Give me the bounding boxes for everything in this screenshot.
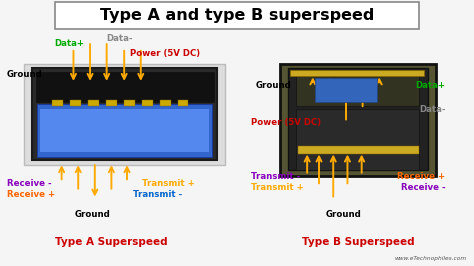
- Text: Ground: Ground: [326, 210, 362, 219]
- Bar: [142, 100, 153, 106]
- FancyBboxPatch shape: [315, 78, 377, 102]
- FancyBboxPatch shape: [24, 64, 225, 165]
- FancyBboxPatch shape: [37, 104, 212, 157]
- Text: Data-: Data-: [107, 34, 133, 43]
- Text: www.eTechnophiles.com: www.eTechnophiles.com: [395, 256, 467, 261]
- Text: Type A and type B superspeed: Type A and type B superspeed: [100, 8, 374, 23]
- FancyBboxPatch shape: [55, 2, 419, 29]
- FancyBboxPatch shape: [36, 72, 214, 102]
- Bar: [178, 100, 188, 106]
- Text: Ground: Ground: [7, 70, 43, 79]
- Text: Type A Superspeed: Type A Superspeed: [55, 237, 168, 247]
- Bar: [124, 100, 135, 106]
- Text: Transmit -: Transmit -: [133, 190, 182, 199]
- FancyBboxPatch shape: [32, 68, 217, 160]
- Bar: [52, 100, 63, 106]
- Text: Transmit -: Transmit -: [251, 172, 301, 181]
- FancyBboxPatch shape: [296, 109, 419, 170]
- Text: Data+: Data+: [416, 81, 446, 90]
- Text: Transmit +: Transmit +: [251, 183, 304, 192]
- Text: Receive +: Receive +: [7, 190, 55, 199]
- FancyBboxPatch shape: [288, 68, 428, 170]
- FancyBboxPatch shape: [40, 109, 209, 152]
- Text: Power (5V DC): Power (5V DC): [251, 118, 321, 127]
- Text: Ground: Ground: [256, 81, 292, 90]
- Bar: [88, 100, 99, 106]
- Text: Power (5V DC): Power (5V DC): [130, 49, 201, 58]
- Bar: [106, 100, 117, 106]
- Bar: [70, 100, 81, 106]
- FancyBboxPatch shape: [290, 70, 424, 76]
- Text: Receive -: Receive -: [401, 183, 446, 192]
- FancyBboxPatch shape: [280, 64, 436, 176]
- Text: Ground: Ground: [74, 210, 110, 219]
- Text: Data+: Data+: [55, 39, 84, 48]
- Text: Receive -: Receive -: [7, 179, 52, 188]
- Bar: [160, 100, 171, 106]
- Text: Type B Superspeed: Type B Superspeed: [301, 237, 414, 247]
- Text: Transmit +: Transmit +: [142, 179, 195, 188]
- FancyBboxPatch shape: [296, 72, 419, 106]
- Text: Receive +: Receive +: [397, 172, 446, 181]
- Text: Data-: Data-: [419, 105, 446, 114]
- FancyBboxPatch shape: [298, 146, 419, 154]
